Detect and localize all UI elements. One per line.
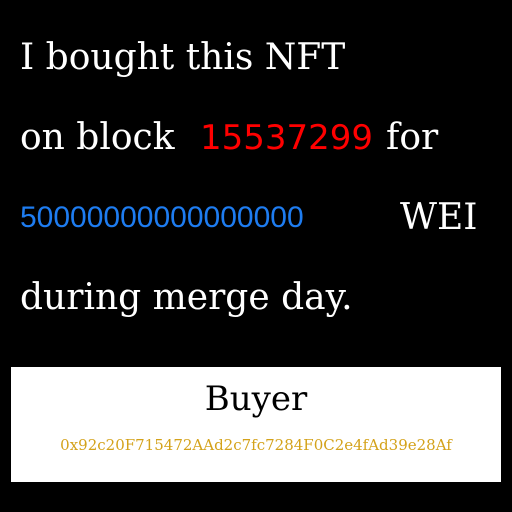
block-prefix-text: on block bbox=[20, 117, 175, 158]
merge-day-text: during merge day. bbox=[20, 277, 353, 318]
buyer-title: Buyer bbox=[204, 379, 308, 419]
buyer-panel: Buyer 0x92c20F715472AAd2c7fc7284F0C2e4fA… bbox=[11, 367, 501, 482]
price-unit: WEI bbox=[400, 197, 478, 238]
for-text: for bbox=[386, 117, 439, 158]
price-amount: 50000000000000000 bbox=[20, 201, 304, 234]
buyer-address: 0x92c20F715472AAd2c7fc7284F0C2e4fAd39e28… bbox=[60, 436, 452, 454]
headline-text: I bought this NFT bbox=[20, 37, 346, 78]
block-number: 15537299 bbox=[200, 118, 374, 158]
